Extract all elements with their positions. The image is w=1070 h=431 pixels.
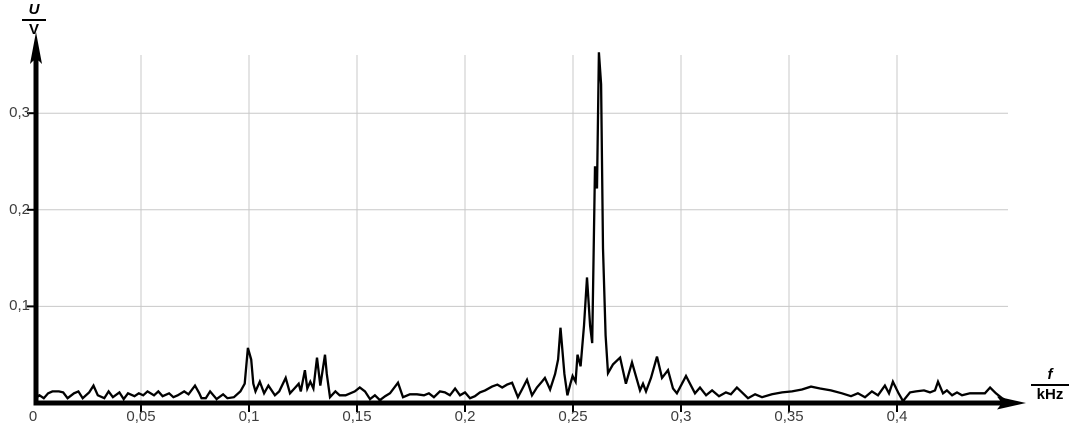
axes [27,32,1026,412]
y-axis-label-numerator: U [28,1,40,18]
x-axis-label: f kHz [1031,367,1069,403]
spectrum-series [34,52,1010,404]
x-tick-label: 0,3 [670,408,692,425]
x-tick-label: 0,2 [454,408,476,425]
x-axis-label-numerator: f [1047,366,1053,383]
y-axis-label-denominator: V [28,21,39,38]
x-tick-label: 0,35 [774,408,804,425]
x-tick-label: 0,15 [342,408,372,425]
y-tick-label: 0,3 [9,104,30,122]
y-tick-label: 0,2 [9,200,30,218]
x-tick-label: 0,05 [126,408,156,425]
x-tick-label: 0,4 [886,408,908,425]
x-tick-label: 0,25 [558,408,588,425]
y-axis-fraction-bar [22,19,46,21]
grid-lines [35,55,1008,403]
y-axis-label: U V [22,2,46,38]
x-tick-label: 0 [28,408,38,425]
x-axis-fraction-bar [1031,384,1069,386]
spectrum-line [34,52,1010,404]
x-axis-label-denominator: kHz [1036,386,1064,403]
y-tick-label: 0,1 [9,297,30,315]
y-axis-arrow [30,32,42,64]
x-tick-label: 0,1 [238,408,260,425]
